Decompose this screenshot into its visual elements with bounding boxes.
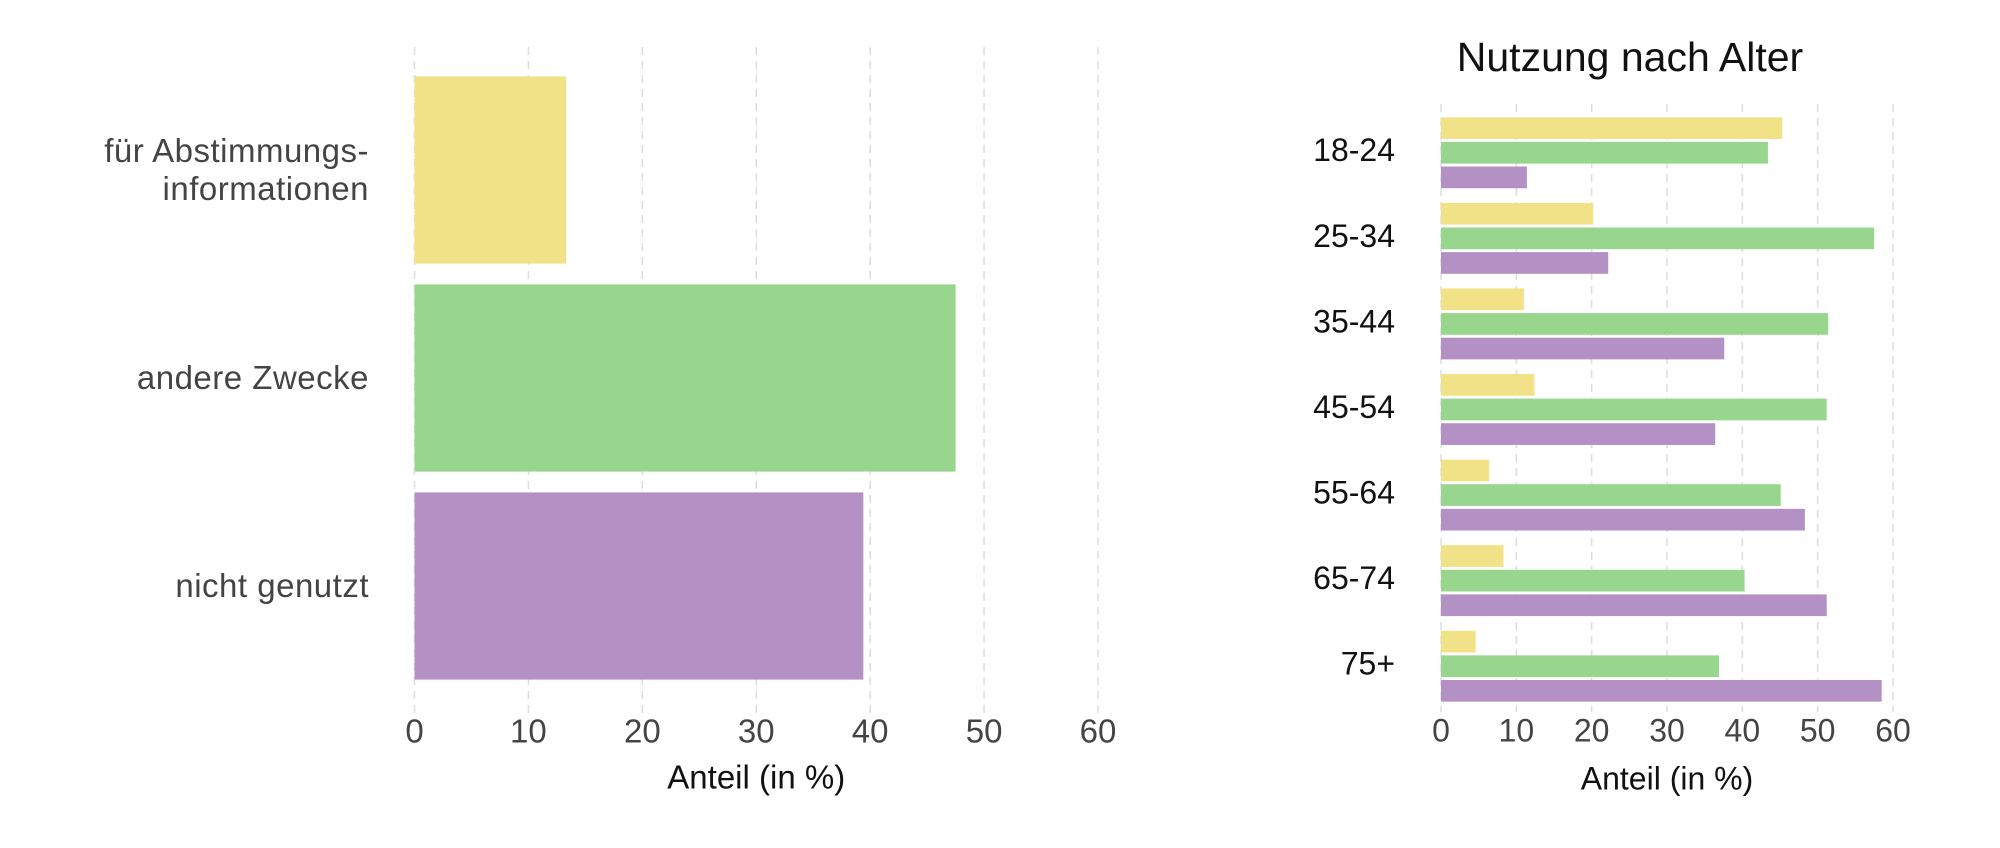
chart-title: Nutzung nach Alter [1457, 34, 1803, 80]
bar [414, 284, 956, 472]
y-tick-label: 25-34 [1313, 218, 1395, 254]
bar [1441, 508, 1805, 531]
bar [1441, 166, 1527, 189]
y-tick-label: 45-54 [1313, 389, 1395, 425]
bar [1441, 374, 1535, 396]
x-tick-label: 20 [1574, 712, 1610, 748]
x-tick-label: 30 [738, 713, 775, 750]
bar [1441, 679, 1882, 702]
x-tick-label: 50 [1800, 712, 1836, 748]
x-tick-label: 20 [624, 713, 661, 750]
x-tick-label: 0 [1432, 712, 1450, 748]
bar [1441, 337, 1725, 360]
x-tick-label: 40 [852, 713, 889, 750]
y-tick-label: 75+ [1341, 646, 1395, 682]
bar [1441, 252, 1609, 274]
y-tick-label: für Abstimmungs- informationen [104, 132, 369, 207]
bar [414, 492, 864, 680]
x-tick-label: 30 [1649, 712, 1685, 748]
x-tick-label: 60 [1875, 712, 1911, 748]
x-axis-label: Anteil (in %) [667, 759, 845, 796]
bar [414, 76, 567, 264]
x-tick-label: 50 [966, 713, 1003, 750]
y-tick-label: 65-74 [1313, 560, 1395, 596]
y-tick-label: 55-64 [1313, 475, 1395, 511]
x-tick-label: 10 [510, 713, 547, 750]
bar [1441, 398, 1827, 421]
x-axis-label: Anteil (in %) [1581, 760, 1754, 796]
y-tick-label: 18-24 [1313, 132, 1395, 168]
bar [1441, 423, 1716, 445]
x-tick-label: 0 [405, 713, 423, 750]
bar [1441, 459, 1490, 482]
x-tick-label: 60 [1080, 713, 1117, 750]
bar [1441, 594, 1827, 617]
bar [1441, 313, 1829, 335]
bar [1441, 141, 1768, 164]
bar [1441, 202, 1594, 225]
bar [1441, 545, 1504, 567]
bar [1441, 227, 1875, 250]
bar [1441, 288, 1524, 311]
bar [1441, 569, 1745, 592]
x-tick-label: 40 [1725, 712, 1761, 748]
y-tick-label: 35-44 [1313, 303, 1395, 339]
bar [1441, 117, 1783, 140]
bar [1441, 630, 1476, 653]
y-tick-label: nicht genutzt [175, 567, 369, 604]
x-tick-label: 10 [1499, 712, 1535, 748]
bar [1441, 655, 1719, 678]
y-tick-label: andere Zwecke [136, 359, 369, 396]
bar [1441, 484, 1781, 506]
